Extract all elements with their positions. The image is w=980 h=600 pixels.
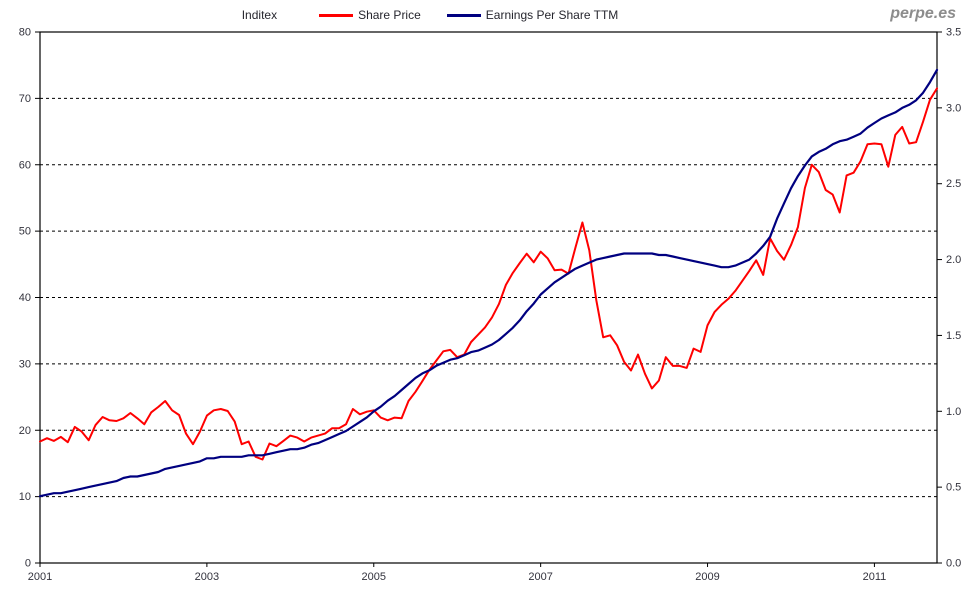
right-axis-tick-label: 0.5 xyxy=(946,482,961,494)
legend-label-eps: Earnings Per Share TTM xyxy=(485,8,619,22)
left-axis-tick-label: 20 xyxy=(19,425,31,437)
left-axis-tick-label: 0 xyxy=(25,558,31,570)
legend-item-share-price: Share Price xyxy=(319,8,421,22)
right-axis-tick-label: 0.0 xyxy=(946,558,961,570)
share-price-line xyxy=(39,87,938,461)
left-axis-tick-label: 80 xyxy=(19,27,31,39)
left-axis-tick-label: 60 xyxy=(19,159,31,171)
left-axis-tick-label: 30 xyxy=(19,358,31,370)
right-axis-tick-label: 2.0 xyxy=(946,254,961,266)
left-axis-tick-label: 10 xyxy=(19,491,31,503)
right-axis-tick-label: 3.5 xyxy=(946,27,961,39)
right-axis-tick-label: 1.0 xyxy=(946,406,961,418)
legend: Inditex Share Price Earnings Per Share T… xyxy=(0,0,980,30)
left-axis-tick-label: 70 xyxy=(19,93,31,105)
x-axis-tick-label: 2011 xyxy=(863,571,887,583)
eps-line-swatch xyxy=(446,13,481,17)
right-axis-tick-label: 3.0 xyxy=(946,102,961,114)
chart-title: Inditex xyxy=(241,8,278,22)
legend-item-eps: Earnings Per Share TTM xyxy=(446,8,619,22)
eps-ttm-line xyxy=(38,68,939,498)
left-axis-tick-label: 40 xyxy=(19,292,31,304)
x-axis-tick-label: 2001 xyxy=(28,571,52,583)
chart-header: Inditex Share Price Earnings Per Share T… xyxy=(0,0,980,32)
x-axis-tick-label: 2009 xyxy=(695,571,719,583)
x-axis-tick-label: 2003 xyxy=(195,571,219,583)
x-axis-tick-label: 2005 xyxy=(362,571,386,583)
x-axis-tick-label: 2007 xyxy=(528,571,552,583)
share-price-line-swatch xyxy=(319,13,354,17)
right-axis-tick-label: 2.5 xyxy=(946,178,961,190)
right-axis-tick-label: 1.5 xyxy=(946,330,961,342)
watermark: perpe.es xyxy=(890,5,956,22)
left-axis-tick-label: 50 xyxy=(19,226,31,238)
legend-label-share-price: Share Price xyxy=(358,8,421,22)
